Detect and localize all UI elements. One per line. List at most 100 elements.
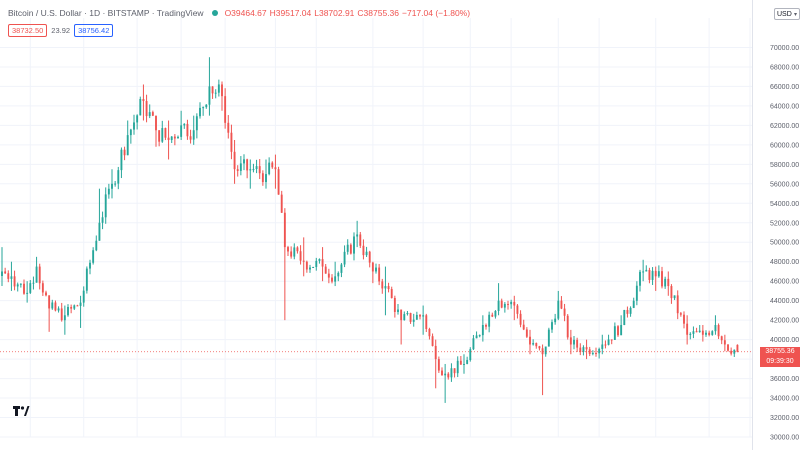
- candle-down: [431, 336, 434, 346]
- candle-down: [236, 169, 239, 171]
- buy-price-button[interactable]: 38756.42: [74, 24, 114, 37]
- candle-up: [63, 315, 66, 321]
- candle-up: [10, 276, 13, 279]
- candle-down: [76, 305, 79, 307]
- candle-up: [664, 278, 667, 287]
- candle-down: [41, 283, 44, 293]
- currency-select[interactable]: USD ▾: [774, 8, 800, 20]
- candle-down: [617, 326, 619, 336]
- candle-down: [648, 269, 651, 280]
- candle-down: [261, 173, 264, 183]
- candle-down: [280, 194, 283, 213]
- candle-up: [620, 325, 623, 336]
- candle-up: [551, 322, 553, 330]
- candle-up: [183, 123, 186, 126]
- candle-down: [324, 266, 327, 274]
- candle-down: [661, 271, 663, 287]
- candle-up: [293, 247, 296, 257]
- candle-up: [456, 360, 459, 374]
- candle-up: [16, 284, 19, 287]
- candle-up: [95, 240, 98, 251]
- candle-up: [711, 331, 714, 335]
- candle-up: [180, 125, 183, 137]
- candle-up: [601, 344, 604, 349]
- candle-down: [576, 339, 579, 348]
- trade-badges: 38732.50 23.92 38756.42: [8, 24, 114, 37]
- candle-down: [519, 313, 522, 325]
- candle-up: [107, 188, 110, 195]
- candle-down: [274, 167, 277, 170]
- candle-down: [145, 101, 148, 117]
- candle-up: [692, 331, 695, 334]
- candle-up: [51, 302, 54, 309]
- sell-price-button[interactable]: 38732.50: [8, 24, 48, 37]
- candle-up: [315, 260, 318, 267]
- candle-up: [1, 271, 3, 277]
- candle-up: [582, 347, 585, 352]
- candle-up: [82, 290, 85, 303]
- candle-down: [302, 260, 305, 262]
- candle-up: [642, 271, 645, 273]
- y-tick-label: 48000.00: [770, 259, 799, 266]
- y-tick-label: 68000.00: [770, 64, 799, 71]
- change-value: −717.04 (−1.80%): [402, 8, 471, 18]
- candle-down: [585, 347, 588, 350]
- candle-up: [67, 306, 69, 316]
- candle-up: [111, 183, 113, 189]
- candle-up: [265, 174, 267, 183]
- candle-up: [714, 325, 717, 332]
- candle-down: [283, 212, 286, 248]
- candle-up: [29, 283, 32, 293]
- candle-up: [136, 115, 139, 123]
- y-tick-label: 36000.00: [770, 376, 799, 383]
- candle-down: [290, 251, 293, 257]
- candle-down: [287, 247, 289, 252]
- candle-up: [161, 128, 164, 142]
- candle-up: [120, 149, 123, 171]
- candle-up: [384, 286, 387, 289]
- y-tick-label: 46000.00: [770, 279, 799, 286]
- candle-down: [434, 345, 437, 360]
- candle-up: [689, 333, 692, 335]
- candle-down: [541, 348, 544, 355]
- candle-down: [233, 151, 236, 170]
- candle-up: [19, 283, 22, 285]
- candle-up: [268, 162, 271, 175]
- candle-down: [305, 261, 308, 270]
- candle-down: [258, 166, 261, 174]
- candle-up: [573, 339, 575, 345]
- candle-down: [23, 283, 25, 294]
- candle-down: [419, 314, 421, 317]
- y-tick-label: 44000.00: [770, 298, 799, 305]
- candle-up: [698, 330, 701, 333]
- y-tick-label: 66000.00: [770, 84, 799, 91]
- candle-down: [45, 292, 47, 296]
- candle-up: [591, 353, 594, 355]
- candle-down: [566, 315, 569, 338]
- candle-up: [85, 268, 88, 291]
- candle-up: [466, 360, 469, 364]
- candle-down: [500, 300, 503, 308]
- candle-down: [371, 262, 374, 272]
- high-value: H39517.04: [269, 8, 312, 18]
- market-status-icon: [211, 10, 218, 16]
- candle-down: [60, 308, 63, 321]
- candle-down: [271, 162, 274, 168]
- candle-up: [632, 300, 635, 308]
- y-tick-label: 30000.00: [770, 435, 799, 442]
- candle-up: [126, 135, 129, 156]
- candle-up: [98, 222, 101, 241]
- tradingview-logo-icon[interactable]: [12, 404, 30, 418]
- candle-up: [346, 244, 349, 252]
- candle-down: [654, 270, 657, 277]
- candle-up: [503, 303, 506, 308]
- candle-up: [422, 315, 425, 317]
- candle-up: [208, 86, 211, 105]
- candle-up: [343, 251, 346, 265]
- candle-up: [243, 159, 245, 164]
- candle-down: [299, 251, 302, 261]
- candle-down: [522, 324, 525, 330]
- candle-up: [478, 335, 481, 337]
